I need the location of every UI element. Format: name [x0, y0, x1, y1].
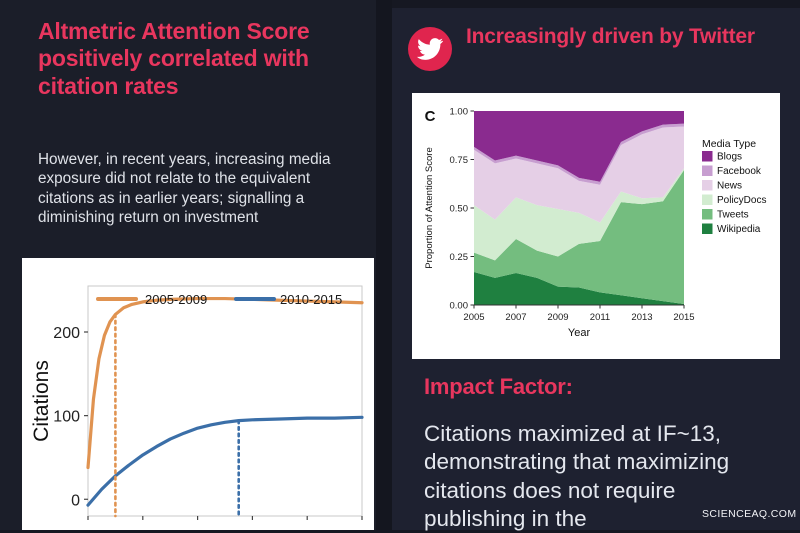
left-subtext: However, in recent years, increasing med…: [38, 151, 331, 227]
legend-swatch-Wikipedia: [702, 223, 713, 234]
legend-swatch-Facebook: [702, 165, 713, 176]
left-panel: Altmetric Attention Score positively cor…: [0, 0, 376, 530]
impact-factor-title: Impact Factor:: [424, 374, 573, 399]
x-axis-tick-label: 2007: [505, 312, 526, 323]
legend-title: Media Type: [702, 138, 756, 150]
y-axis-tick-label: 0.75: [450, 155, 469, 166]
panel-letter: C: [425, 108, 436, 125]
legend-label-2005-2009: 2005-2009: [145, 292, 207, 307]
panel-divider: [376, 0, 392, 530]
impact-factor-body: Citations maximized at IF~13, demonstrat…: [424, 421, 730, 532]
y-axis-tick-label: 1.00: [450, 107, 469, 118]
right-panel: Increasingly driven by Twitter 0.00 0.25 0…: [392, 8, 800, 532]
y-axis-tick-label: 0.00: [450, 301, 469, 312]
line-chart-plot-frame: [87, 285, 363, 517]
legend-label-News: News: [717, 181, 742, 192]
x-axis-tick-label: 2011: [590, 312, 610, 323]
x-axis-label: Year: [568, 327, 591, 339]
area-series-News: [474, 126, 684, 223]
y-axis-tick-label: 0.50: [450, 204, 469, 215]
area-series-PolicyDocs: [474, 168, 684, 261]
line-series-2010-2015: [86, 415, 364, 507]
citations-line-chart: 0 100 200 Citations 2005-2009 2010-2015: [22, 258, 374, 530]
area-series-Facebook: [474, 123, 684, 185]
legend-swatch-News: [702, 180, 713, 191]
legend-label-Tweets: Tweets: [717, 210, 749, 221]
legend-label-Facebook: Facebook: [717, 166, 762, 177]
x-axis-tick-label: 2013: [631, 312, 652, 323]
x-axis-tick-label: 2009: [547, 312, 568, 323]
line-chart-background: [22, 258, 374, 530]
y-axis-tick-label: 200: [53, 325, 80, 342]
right-headline: Increasingly driven by Twitter: [466, 25, 755, 48]
citations-line-chart-svg: 0 100 200 Citations 2005-2009 2010-2015: [22, 258, 374, 530]
area-series-Blogs: [474, 111, 684, 182]
left-headline: Altmetric Attention Score positively cor…: [38, 18, 310, 99]
x-axis-tick-label: 2005: [463, 312, 484, 323]
attention-score-area-chart-svg: 0.00 0.25 0.50 0.75 1.00 2005 2007 2009 2011 2013…: [412, 93, 780, 359]
site-watermark: SCIENCEAQ.COM: [702, 508, 797, 520]
line-series-2005-2009: [86, 296, 364, 470]
attention-chart-card: 0.00 0.25 0.50 0.75 1.00 2005 2007 2009 2011 2013…: [412, 93, 780, 359]
attention-score-area-chart: 0.00 0.25 0.50 0.75 1.00 2005 2007 2009 2011 2013…: [412, 93, 780, 359]
y-axis-tick-label: 0: [71, 492, 80, 509]
citations-chart-card: 0 100 200 Citations 2005-2009 2010-2015: [22, 258, 374, 530]
legend-swatch-Blogs: [702, 151, 713, 162]
twitter-bird-icon: [408, 27, 452, 71]
legend-label-Blogs: Blogs: [717, 152, 742, 163]
legend-label-2010-2015: 2010-2015: [280, 292, 342, 307]
y-axis-label: Proportion of Attention Score: [424, 147, 435, 268]
y-axis-tick-label: 0.25: [450, 252, 469, 263]
legend-swatch-PolicyDocs: [702, 194, 713, 205]
area-series-Tweets: [474, 170, 684, 305]
legend-label-Wikipedia: Wikipedia: [717, 224, 761, 235]
legend-label-PolicyDocs: PolicyDocs: [717, 195, 766, 206]
legend-swatch-Tweets: [702, 209, 713, 220]
y-axis-label: Citations: [30, 360, 53, 442]
y-axis-tick-label: 100: [53, 409, 80, 426]
x-axis-tick-label: 2015: [673, 312, 694, 323]
